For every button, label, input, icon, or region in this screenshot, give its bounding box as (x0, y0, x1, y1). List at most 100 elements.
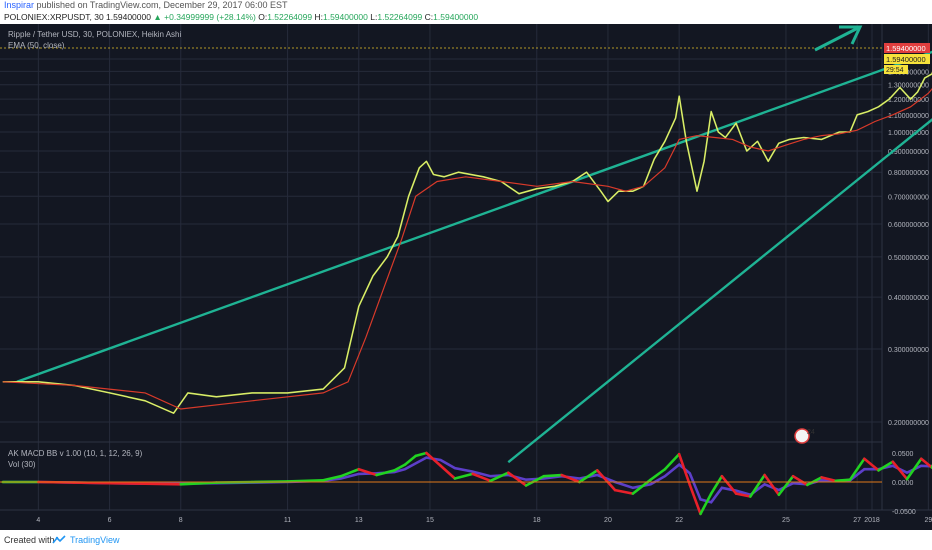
alert-badge[interactable]: 24 (794, 428, 815, 444)
ticker-close: 1.59400000 (433, 12, 479, 22)
high-label: H: (314, 12, 323, 22)
trendline (16, 50, 932, 383)
macd-segment (339, 467, 361, 478)
countdown-text: 29:54 (886, 67, 904, 74)
price-line-highlight (2, 72, 932, 414)
macd-segment (688, 483, 702, 516)
macd-segment (919, 457, 932, 469)
trendlines[interactable] (16, 42, 932, 464)
macd-segment (862, 457, 880, 472)
macd-segment (439, 464, 457, 480)
time-tick-label: 29 (924, 517, 932, 524)
time-tick-label: 20 (604, 517, 612, 524)
price-tick-label: 1.200000000 (888, 97, 929, 104)
volume-legend[interactable]: Vol (30) (8, 460, 36, 469)
macd-segment (453, 472, 474, 480)
macd-segment (179, 481, 218, 486)
macd-segment (699, 492, 713, 516)
ticker-line: POLONIEX:XRPUSDT, 30 1.59400000 ▲ +0.349… (0, 11, 932, 23)
tradingview-link[interactable]: TradingView (70, 535, 120, 545)
macd-legend[interactable]: AK MACD BB v 1.00 (10, 1, 12, 26, 9) (8, 449, 143, 458)
price-tick-label: 0.400000000 (888, 295, 929, 302)
macd-segment (286, 478, 325, 483)
macd-segment (763, 473, 781, 497)
time-tick-label: 6 (108, 517, 112, 524)
macd-segment (403, 454, 418, 466)
ema-line (2, 87, 932, 410)
ema-series (2, 87, 932, 410)
ticker-low: 1.52264099 (377, 12, 423, 22)
macd-segment (777, 474, 795, 497)
macd-segment (820, 476, 838, 483)
low-label: L: (370, 12, 378, 22)
trendline (507, 118, 932, 464)
macd-segment (834, 478, 852, 483)
price-tick-label: 0.500000000 (888, 255, 929, 262)
macd-segment (848, 457, 866, 481)
price-tick-label: 0.300000000 (888, 347, 929, 354)
created-with-label: Created with (4, 535, 55, 545)
macd-segment (578, 469, 599, 484)
publish-text: published on TradingView.com, December 2… (36, 0, 288, 10)
macd-segment (108, 481, 147, 486)
price-badge-text: 1.59400000 (886, 44, 926, 53)
macd-segment (613, 488, 635, 495)
macd-segment (649, 467, 667, 481)
time-tick-label: 11 (284, 517, 291, 524)
macd-tick-label: 0.0000 (892, 480, 914, 487)
ticker-symbol: POLONIEX:XRPUSDT, 30 (4, 12, 104, 22)
price-tick-label: 0.800000000 (888, 170, 929, 177)
macd-segment (414, 451, 428, 458)
macd-indicator: 0.0500 0.0000 -0.0500 (1, 451, 932, 516)
macd-segment (891, 460, 909, 481)
ema-legend[interactable]: EMA (50, close) (8, 41, 65, 50)
time-tick-label: 18 (533, 517, 541, 524)
tradingview-logo-icon (52, 535, 66, 544)
ticker-change: +0.34999999 (+28.14%) (164, 12, 256, 22)
macd-segment (524, 474, 546, 487)
price-series (2, 71, 932, 415)
macd-tick-label: -0.0500 (892, 509, 916, 516)
close-label: C: (424, 12, 434, 22)
publisher-line: Inspirar published on TradingView.com, D… (0, 0, 932, 11)
price-tick-label: 0.200000000 (888, 420, 929, 427)
time-tick-label: 8 (179, 517, 183, 524)
macd-segment (560, 473, 581, 484)
macd-segment (595, 469, 617, 492)
macd-segment (72, 481, 111, 485)
ticker-high: 1.59400000 (322, 12, 368, 22)
macd-segment (806, 476, 823, 487)
macd-segment (143, 482, 183, 486)
macd-segment (791, 474, 809, 487)
macd-tick-label: 0.0500 (892, 451, 914, 458)
price-tick-label: 0.600000000 (888, 222, 929, 229)
alert-count: 24 (807, 429, 815, 436)
projection-arrow-icon[interactable] (814, 25, 863, 52)
chart-canvas[interactable]: 0.200000000 0.300000000 0.400000000 0.50000… (0, 24, 932, 530)
macd-segment (877, 460, 895, 472)
time-tick-label: 4 (36, 517, 40, 524)
time-axis: 4 6 8 11 13 15 18 20 22 25 27 29 2018 (36, 517, 932, 524)
time-tick-label: 25 (782, 517, 790, 524)
macd-segment (663, 452, 681, 471)
macd-segment (749, 473, 766, 498)
time-tick-label: 27 (853, 517, 861, 524)
macd-segment (709, 474, 724, 495)
price-badge-secondary: 1.59400000 (884, 54, 930, 64)
price-tick-label: 1.300000000 (888, 83, 929, 90)
macd-segment (734, 492, 752, 498)
time-tick-label: 15 (426, 517, 434, 524)
author-name[interactable]: Inspirar (4, 0, 35, 10)
ticker-open: 1.52264099 (267, 12, 313, 22)
price-tick-label: 0.700000000 (888, 194, 929, 201)
macd-segment (905, 457, 923, 481)
macd-segment (321, 474, 343, 482)
price-tick-label: 1.400000000 (888, 69, 929, 76)
time-tick-label: 13 (355, 517, 363, 524)
macd-segment (489, 471, 510, 483)
price-tick-label: 0.900000000 (888, 149, 929, 156)
macd-segment (425, 451, 442, 468)
macd-segment (542, 473, 563, 478)
ticker-last: 1.59400000 (106, 12, 151, 22)
price-tick-label: 1.000000000 (888, 130, 929, 137)
